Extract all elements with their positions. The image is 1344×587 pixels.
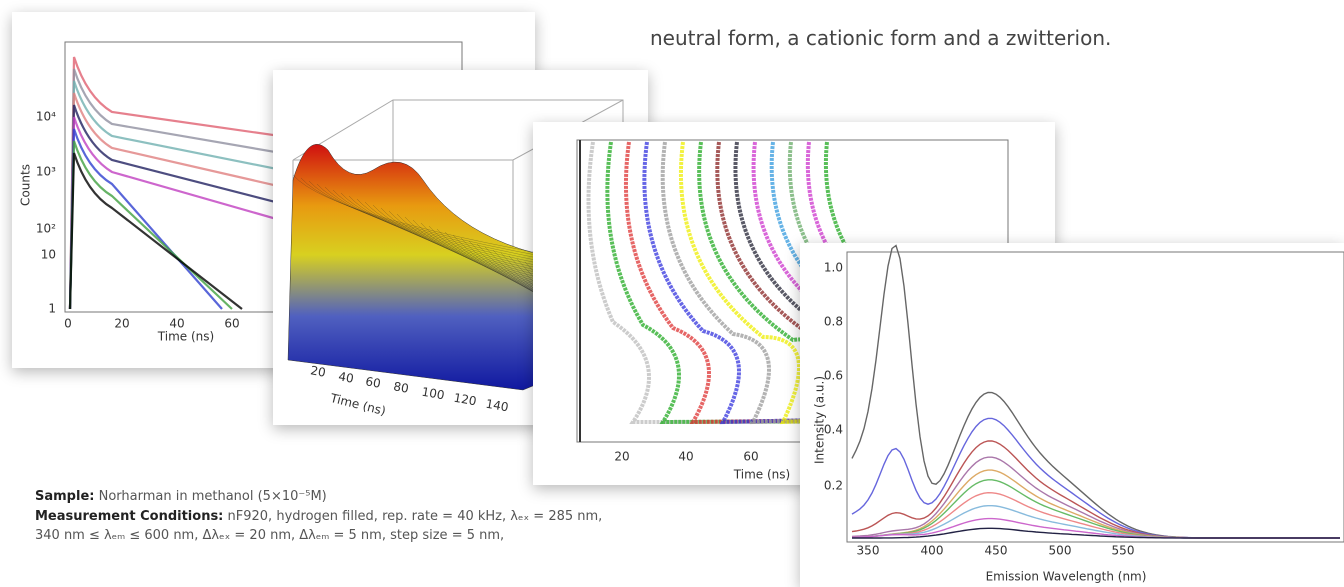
- spectrum-curve: [852, 527, 1340, 539]
- caption-label: Sample:: [35, 489, 95, 504]
- tres-band: [586, 141, 1008, 424]
- x-tick-label: 40: [169, 317, 184, 331]
- x-tick-label: 450: [985, 544, 1008, 558]
- tres-band: [678, 141, 1009, 425]
- caption-sample: Sample: Norharman in methanol (5×10⁻⁵M): [35, 489, 327, 504]
- spectrum-plot: Intensity (a.u.) Emission Wavelength (nm…: [813, 244, 1344, 584]
- y-tick-label: 10⁴: [36, 110, 56, 124]
- decay-curve: [68, 92, 463, 310]
- y-tick-label: 10³: [36, 165, 56, 179]
- x-tick-label: 400: [921, 544, 944, 558]
- intro-text: neutral form, a cationic form and a zwit…: [650, 26, 1112, 50]
- caption-text: nF920, hydrogen filled, rep. rate = 40 k…: [227, 509, 603, 524]
- x-tick-label: 20: [309, 363, 326, 379]
- tres-band: [697, 141, 1009, 425]
- y-tick-label: 0.4: [824, 423, 843, 437]
- tres-band: [660, 141, 1009, 425]
- y-axis-label: Intensity (a.u.): [813, 376, 827, 464]
- y-tick-label: 0.2: [824, 479, 843, 493]
- x-tick-label: 550: [1112, 544, 1135, 558]
- x-tick-label: 350: [857, 544, 880, 558]
- decay-plot: Counts Time (ns) 10⁴ 10³ 10² 10 10 20 40 60: [19, 41, 463, 344]
- x-tick-label: 60: [743, 450, 758, 464]
- decay-curve: [68, 80, 463, 310]
- y-tick-label: 1: [48, 302, 56, 316]
- y-tick-label: 0.8: [824, 315, 843, 329]
- y-tick-label: 10: [41, 248, 56, 262]
- caption-conditions: 340 nm ≤ λₑₘ ≤ 600 nm, Δλₑₓ = 20 nm, Δλₑ…: [35, 528, 505, 543]
- surface: [287, 144, 609, 391]
- x-tick-label: 20: [614, 450, 629, 464]
- decay-curve: [68, 152, 243, 310]
- x-tick-label: 60: [224, 317, 239, 331]
- caption-label: Measurement Conditions:: [35, 509, 224, 524]
- caption-text: Norharman in methanol (5×10⁻⁵M): [98, 489, 327, 504]
- caption-conditions: Measurement Conditions: nF920, hydrogen …: [35, 509, 602, 524]
- tres-band: [605, 141, 1009, 425]
- decay-curve: [68, 104, 463, 310]
- x-axis-label: Time (ns): [733, 468, 790, 482]
- x-axis-label: Time (ns): [328, 391, 387, 418]
- x-axis-label: Emission Wavelength (nm): [986, 570, 1147, 584]
- x-tick-label: 60: [364, 374, 381, 390]
- decay-curve: [68, 116, 463, 310]
- decay-curve: [68, 56, 463, 310]
- x-tick-label: 20: [114, 317, 129, 331]
- y-tick-label: 1.0: [824, 261, 843, 275]
- figure-card: Intensity (a.u.) Emission Wavelength (nm…: [800, 243, 1344, 587]
- x-tick-label: 100: [421, 385, 446, 403]
- y-tick-label: 10²: [36, 222, 56, 236]
- decay-curve: [68, 128, 223, 310]
- tres-band: [642, 141, 1009, 425]
- x-tick-label: 40: [337, 369, 354, 385]
- x-tick-label: 80: [392, 379, 409, 395]
- spectrum-curve: [851, 417, 1340, 539]
- x-tick-label: 140: [485, 397, 510, 415]
- plot-frame: [846, 251, 1344, 543]
- decay-curve: [68, 140, 233, 310]
- x-tick-label: 40: [678, 450, 693, 464]
- y-tick-label: 0.6: [824, 369, 843, 383]
- x-tick-label: 0: [64, 317, 72, 331]
- decay-curve: [68, 68, 463, 310]
- tres-band: [623, 141, 1009, 425]
- x-tick-label: 120: [453, 391, 478, 409]
- x-tick-label: 500: [1049, 544, 1072, 558]
- x-axis-label: Time (ns): [157, 330, 214, 344]
- spectrum-curve: [851, 244, 1340, 539]
- y-axis-label: Counts: [19, 164, 33, 206]
